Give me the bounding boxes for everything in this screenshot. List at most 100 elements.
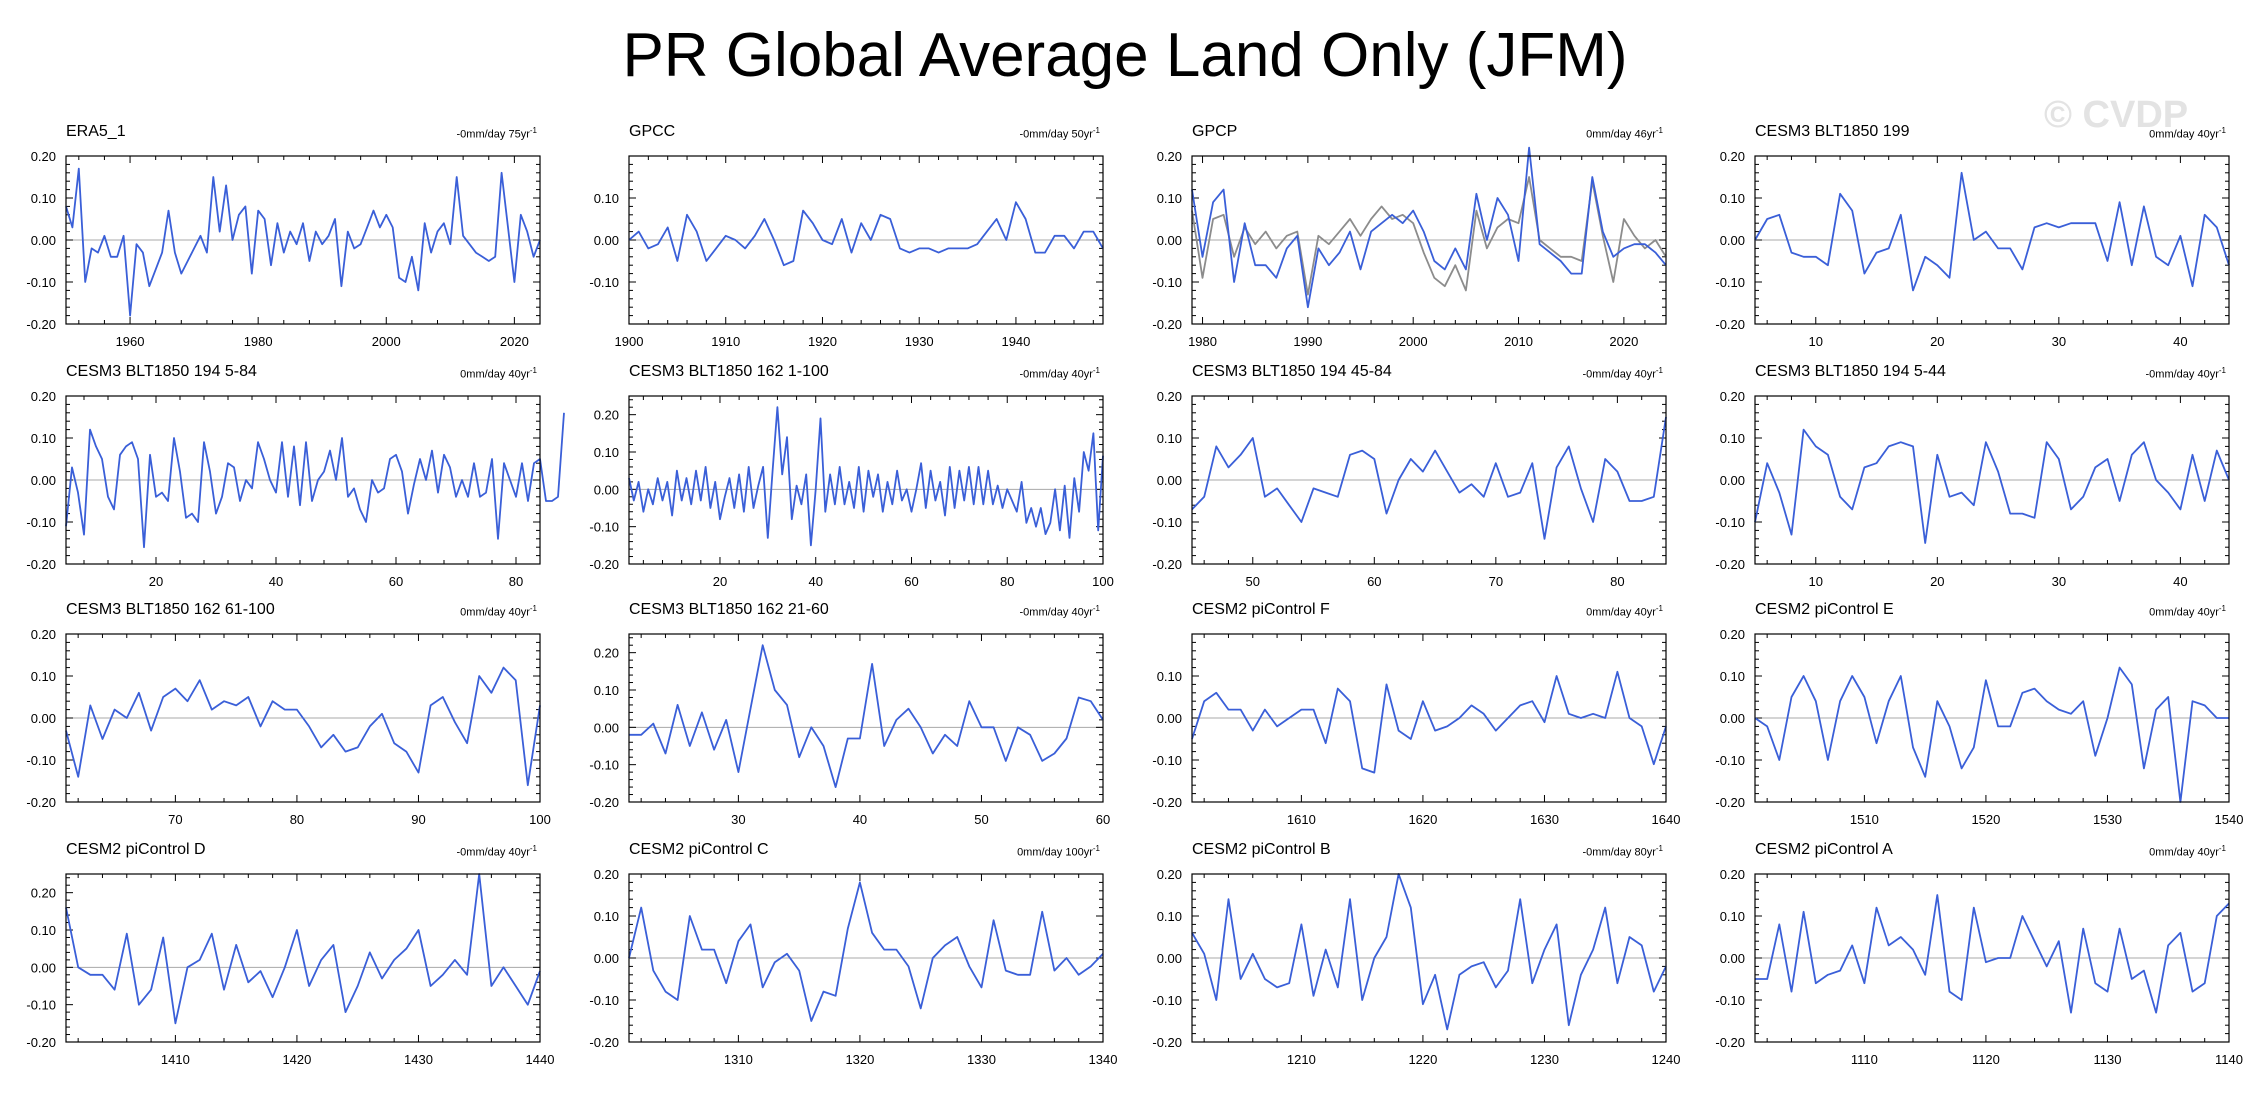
panel-cesm2-picontrol-e: CESM2 piControl E 0mm/day 40yr-1 0.20 0.10 0… [1689,600,2249,830]
plot-frame [1754,395,2230,565]
trend-exponent: -1 [529,126,537,135]
y-tick-label: 0.10 [1157,191,1182,206]
chart-svg: 0.20 0.10 0.00 -0.10 -0.20 20 40 60 80 [26,389,565,589]
x-tick-label: 90 [411,812,425,827]
trend-exponent: -1 [529,844,537,853]
panel-era5-1: ERA5_1 -0mm/day 75yr-1 0.20 0.10 0.00 -0.10 -0… [0,122,560,352]
y-tick-label: -0.20 [1152,557,1182,572]
x-tick-label: 1310 [724,1052,753,1067]
x-tick-label: 50 [1246,574,1260,589]
y-tick-label: 0.20 [1157,149,1182,164]
trend-label: -0mm/day 40yr-1 [457,842,537,860]
y-tick-label: 0.10 [1720,191,1745,206]
y-tick-label: 0.10 [31,923,56,938]
x-tick-label: 30 [731,812,745,827]
y-tick-label: -0.20 [1715,557,1745,572]
x-tick-label: 1440 [526,1052,555,1067]
y-tick-label: 0.10 [594,683,619,698]
series-line [1754,428,2230,544]
y-tick-label: 0.10 [31,431,56,446]
panel-title: ERA5_1 [66,123,126,140]
x-tick-label: 80 [290,812,304,827]
y-tick-label: 0.10 [1157,669,1182,684]
x-tick-label: 1520 [1971,812,2000,827]
plot-frame [628,155,1104,325]
panel-cesm2-picontrol-d: CESM2 piControl D -0mm/day 40yr-1 0.20 0.10… [0,840,560,1070]
plot-frame [65,395,541,565]
x-tick-label: 10 [1809,334,1823,349]
chart-svg: 0.20 0.10 0.00 -0.10 -0.20 70 80 90 100 [26,627,551,827]
y-tick-label: -0.10 [26,998,56,1013]
y-tick-label: -0.10 [1715,993,1745,1008]
series-line [628,406,1104,547]
x-tick-label: 1240 [1652,1052,1681,1067]
trend-label: -0mm/day 50yr-1 [1020,124,1100,142]
trend-exponent: -1 [1655,844,1663,853]
y-tick-label: 0.00 [1157,473,1182,488]
series-line [65,873,541,1025]
panel-cesm3-blt1850-162-21-60: CESM3 BLT1850 162 21-60 -0mm/day 40yr-1 0.… [563,600,1123,830]
trend-text: -0mm/day 75yr [456,128,530,141]
y-tick-label: 0.20 [1720,389,1745,404]
panel-title: CESM2 piControl C [629,841,769,858]
y-tick-label: 0.20 [594,646,619,661]
chart-svg: 0.20 0.10 0.00 -0.10 -0.20 1310 1320 1330 1340 [589,867,1117,1067]
x-tick-label: 50 [974,812,988,827]
trend-exponent: -1 [2218,366,2226,375]
panel-title: CESM2 piControl E [1755,601,1894,618]
y-tick-label: 0.00 [31,473,56,488]
y-tick-label: 0.00 [1157,951,1182,966]
trend-label: 0mm/day 40yr-1 [2149,124,2226,142]
y-tick-label: -0.10 [1152,515,1182,530]
trend-exponent: -1 [1092,126,1100,135]
plot-frame [1754,633,2230,803]
x-tick-label: 1610 [1287,812,1316,827]
y-tick-label: 0.00 [31,233,56,248]
series-line [1191,670,1667,774]
y-tick-label: -0.10 [26,275,56,290]
x-tick-label: 1120 [1972,1052,2000,1067]
y-tick-label: -0.10 [1152,753,1182,768]
y-tick-label: -0.20 [589,1035,619,1050]
series-line [65,412,565,549]
y-tick-label: -0.10 [1715,753,1745,768]
y-tick-label: 0.10 [1157,431,1182,446]
plot-frame [1191,633,1667,803]
trend-label: -0mm/day 75yr-1 [457,124,537,142]
x-tick-label: 1230 [1530,1052,1559,1067]
panel-cesm3-blt1850-194-45-84: CESM3 BLT1850 194 45-84 -0mm/day 40yr-1 0.… [1126,362,1686,592]
x-tick-label: 20 [713,574,727,589]
panel-title: CESM2 piControl B [1192,841,1331,858]
y-tick-label: 0.00 [1720,473,1745,488]
series-line [65,167,541,317]
plot-frame [1191,873,1667,1043]
plot-frame [628,633,1104,803]
trend-exponent: -1 [1092,366,1100,375]
trend-exponent: -1 [529,604,537,613]
chart-svg: 0.20 0.10 0.00 -0.10 -0.20 1960 1980 2000 2020 [26,149,541,349]
x-tick-label: 1920 [808,334,837,349]
y-tick-label: -0.20 [26,795,56,810]
trend-exponent: -1 [529,366,537,375]
panel-cesm2-picontrol-b: CESM2 piControl B -0mm/day 80yr-1 0.20 0.10… [1126,840,1686,1070]
x-tick-label: 1130 [2093,1052,2121,1067]
x-tick-label: 100 [529,812,551,827]
x-tick-label: 70 [1489,574,1503,589]
panel-cesm3-blt1850-199: CESM3 BLT1850 199 0mm/day 40yr-1 0.20 0.10 0… [1689,122,2249,352]
trend-text: -0mm/day 40yr [1582,368,1656,381]
plot-frame [65,873,541,1043]
trend-label: 0mm/day 40yr-1 [2149,842,2226,860]
trend-label: 0mm/day 40yr-1 [2149,602,2226,620]
trend-exponent: -1 [1092,844,1100,853]
y-tick-label: -0.20 [26,557,56,572]
watermark: © CVDP [2044,94,2189,136]
x-tick-label: 1940 [1001,334,1030,349]
plot-frame [1191,155,1667,325]
trend-exponent: -1 [2218,844,2226,853]
x-tick-label: 1540 [2215,812,2244,827]
y-tick-label: 0.10 [1720,909,1745,924]
trend-text: -0mm/day 40yr [2145,368,2219,381]
y-tick-label: 0.00 [594,720,619,735]
series-line [628,881,1104,1022]
